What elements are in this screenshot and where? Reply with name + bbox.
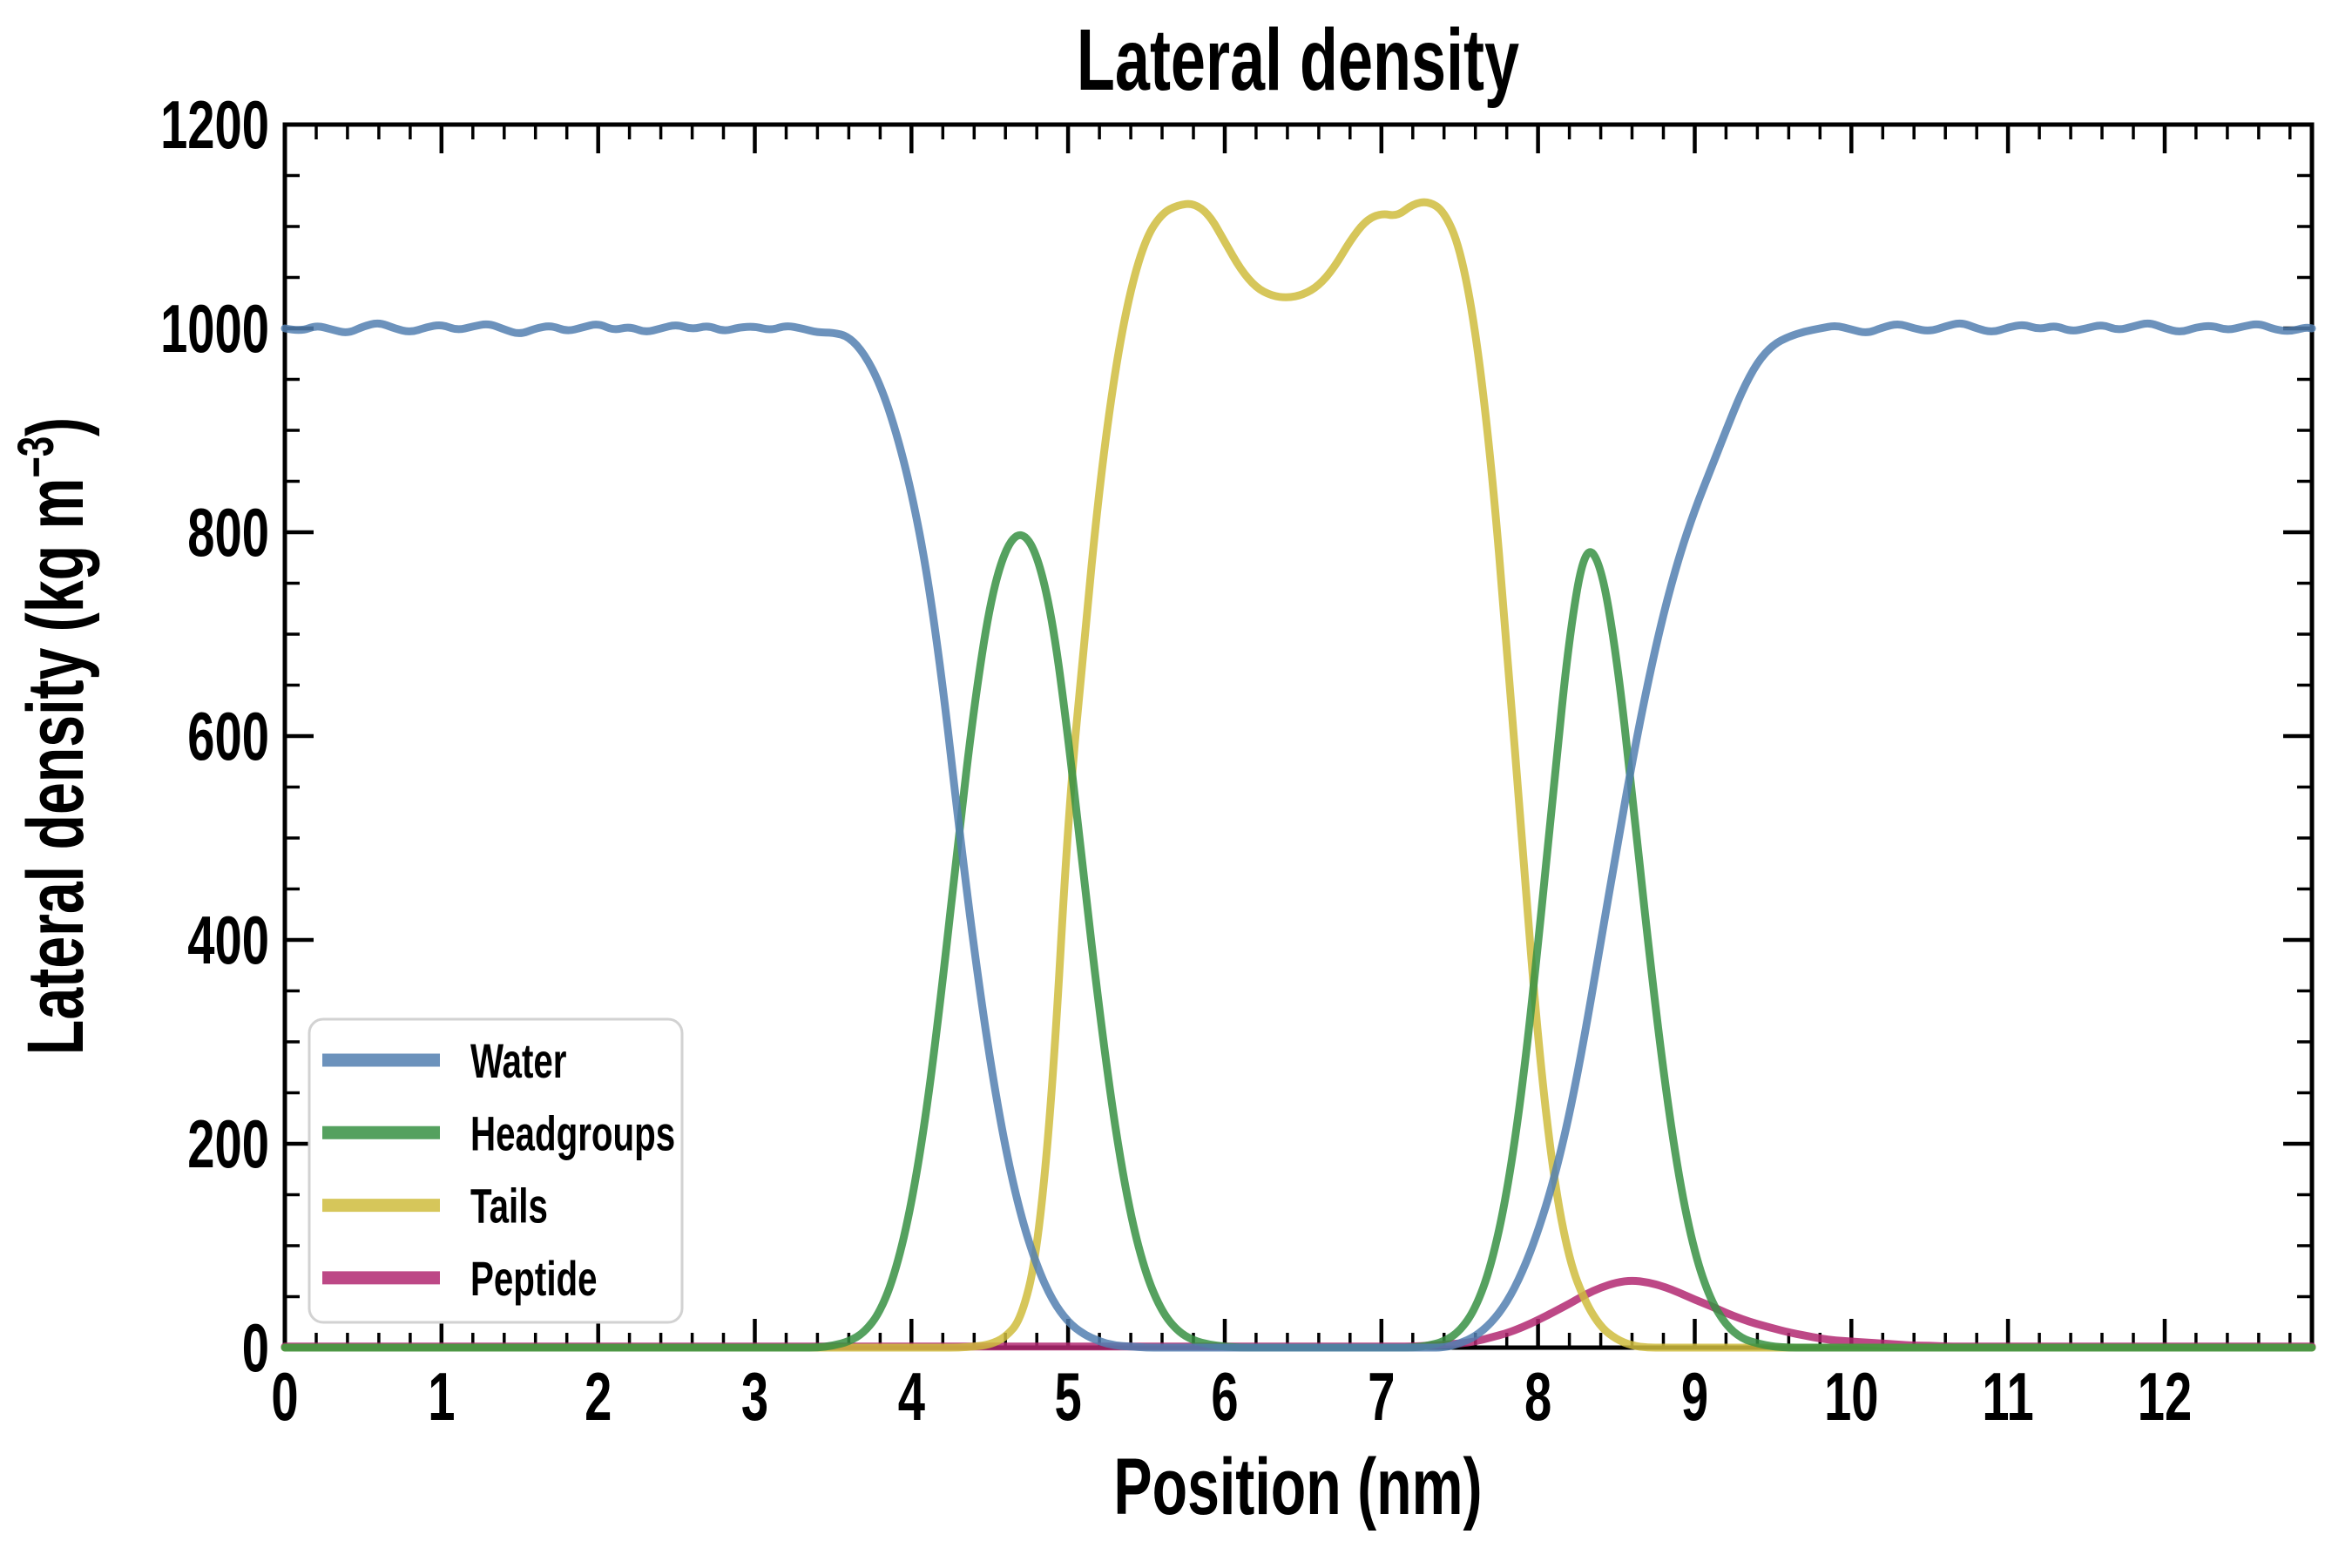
legend-item-tails: Tails [322,1179,548,1233]
legend-item-water: Water [322,1035,567,1089]
x-tick-label: 4 [898,1359,925,1435]
legend-item-headgroups: Headgroups [322,1107,675,1161]
legend-item-peptide: Peptide [322,1253,598,1307]
y-axis-label: Lateral density (kg m−3) [7,417,99,1055]
x-axis-label: Position (nm) [1113,1441,1482,1531]
y-tick-label: 1200 [160,87,269,163]
y-tick-label: 400 [187,902,269,978]
chart-title: Lateral density [1077,11,1519,108]
x-tick-label: 10 [1824,1359,1878,1435]
x-tick-label: 1 [428,1359,455,1435]
legend: Water Headgroups Tails Peptide [308,1017,684,1324]
y-tick-label: 800 [187,495,269,571]
x-tick-label: 11 [1982,1359,2033,1435]
y-tick-label: 600 [187,699,269,774]
legend-label: Headgroups [470,1107,675,1161]
x-tick-label: 8 [1524,1359,1551,1435]
x-tick-label: 7 [1368,1359,1395,1435]
x-tick-label: 0 [271,1359,298,1435]
legend-label: Water [470,1035,567,1089]
x-tick-label: 2 [585,1359,612,1435]
y-axis-label-superscript: −3 [7,436,64,478]
legend-label: Tails [470,1179,548,1233]
y-axis-label-main: Lateral density (kg m [10,478,99,1056]
series-lines [280,198,2316,1352]
x-tick-label: 6 [1211,1359,1238,1435]
legend-label: Peptide [470,1253,598,1307]
series-water-line [280,319,2316,1352]
y-tick-label: 200 [187,1106,269,1182]
x-tick-label: 9 [1681,1359,1708,1435]
x-tick-label: 12 [2138,1359,2192,1435]
y-axis-label-close: ) [10,417,99,436]
y-tick-label: 1000 [160,291,269,367]
legend-box [308,1017,684,1324]
x-tick-label: 5 [1054,1359,1081,1435]
x-tick-label: 3 [741,1359,768,1435]
y-tick-label: 0 [242,1310,269,1386]
